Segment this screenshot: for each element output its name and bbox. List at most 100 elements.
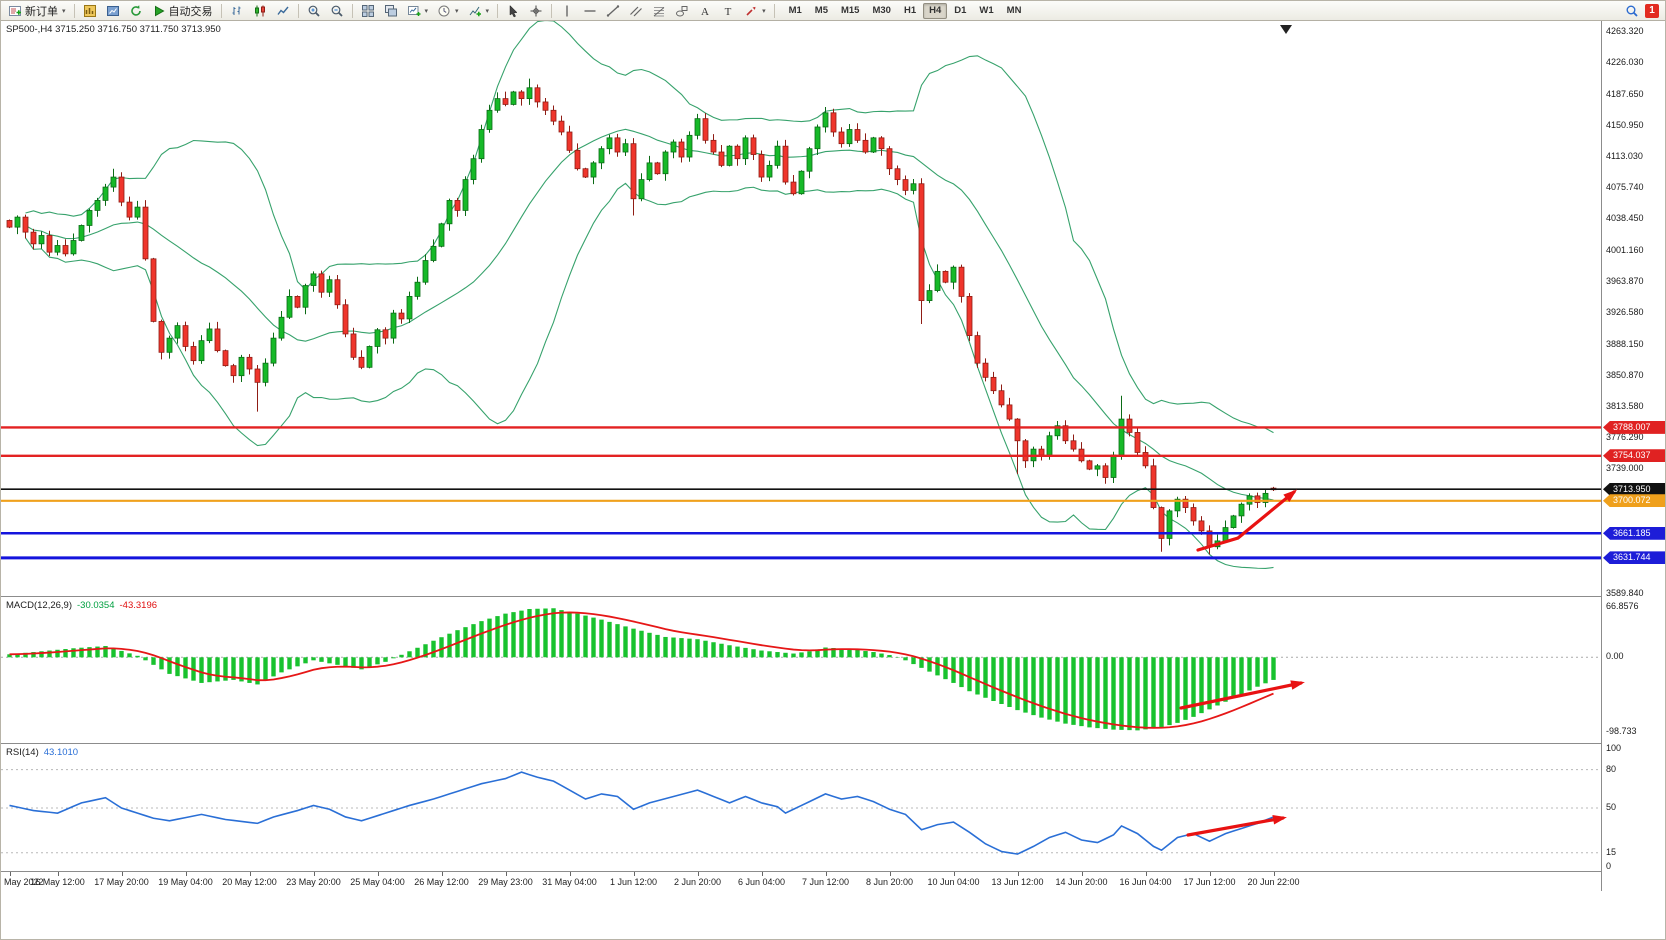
- rsi-name: RSI(14): [6, 747, 39, 758]
- macd-label: MACD(12,26,9) -30.0354 -43.3196: [6, 600, 157, 611]
- time-tick: [1017, 872, 1019, 876]
- zoom-in-icon: [307, 4, 321, 18]
- zoom-in-button[interactable]: [303, 2, 325, 20]
- rsi-value: 43.1010: [43, 747, 79, 758]
- candlestick-chart-button[interactable]: [249, 2, 271, 20]
- time-label: 16 Jun 04:00: [1119, 877, 1172, 887]
- vertical-line-button[interactable]: [556, 2, 578, 20]
- time-label: 1 Jun 12:00: [609, 877, 658, 887]
- trendline-button[interactable]: [602, 2, 624, 20]
- price-tick-3589.840: 3589.840: [1606, 587, 1644, 598]
- cascade-windows-button[interactable]: [380, 2, 402, 20]
- timeframe-m30-button[interactable]: M30: [872, 5, 891, 16]
- candlestick-chart-icon: [253, 4, 267, 18]
- bollinger-lower: [25, 182, 1274, 570]
- time-axis[interactable]: May 2022 16 May 12:00 17 May 20:00 19 May 0…: [1, 871, 1603, 891]
- macd-trend-arrow[interactable]: [1179, 681, 1303, 710]
- macd-value: -30.0354: [77, 600, 115, 611]
- main-chart-panel: SP500-,H4 3715.250 3716.750 3711.750 371…: [1, 21, 1603, 596]
- time-tick: [761, 872, 763, 876]
- shapes-button[interactable]: [671, 2, 693, 20]
- zoom-out-button[interactable]: [326, 2, 348, 20]
- text-label-button[interactable]: T: [717, 2, 739, 20]
- time-tick: [121, 872, 123, 876]
- tile-windows-button[interactable]: [357, 2, 379, 20]
- timeframe-w1-button[interactable]: W1: [979, 5, 994, 16]
- cursor-button[interactable]: [502, 2, 524, 20]
- time-label: 13 Jun 12:00: [991, 877, 1044, 887]
- timeframe-d1-button[interactable]: D1: [954, 5, 967, 16]
- price-tick-3739.000: 3739.000: [1606, 463, 1644, 474]
- zoom-out-icon: [330, 4, 344, 18]
- new-chart-button[interactable]: ▾: [403, 2, 433, 20]
- toolbar-separator: [297, 3, 299, 18]
- chevron-down-icon: ▾: [762, 7, 766, 15]
- rsi-trend-arrow[interactable]: [1186, 816, 1285, 837]
- timeframe-m1-button[interactable]: M1: [788, 5, 802, 16]
- time-label: 2 Jun 20:00: [673, 877, 722, 887]
- price-tick-3888.150: 3888.150: [1606, 338, 1644, 349]
- indicators-button[interactable]: ▾: [464, 2, 494, 20]
- price-tick-4001.160: 4001.160: [1606, 244, 1644, 255]
- price-tick-3850.870: 3850.870: [1606, 369, 1644, 380]
- bar-chart-button[interactable]: [226, 2, 248, 20]
- new-chart-icon: [407, 4, 421, 18]
- bollinger-middle: [25, 128, 1274, 501]
- time-label: May 2022: [4, 877, 44, 887]
- timeframe-mn-button[interactable]: MN: [1006, 5, 1022, 16]
- timeframe-m15-button[interactable]: M15: [840, 5, 860, 16]
- price-tag-3631.744: 3631.744: [1603, 551, 1665, 565]
- rsi-tick-100: 100: [1606, 743, 1622, 753]
- time-label: 19 May 04:00: [158, 877, 213, 887]
- refresh-button[interactable]: [125, 2, 147, 20]
- rsi-trend-arrow-head: [1272, 815, 1287, 825]
- time-tick: [1273, 872, 1275, 876]
- time-label: 20 May 12:00: [222, 877, 277, 887]
- profiles-button[interactable]: ▾: [433, 2, 463, 20]
- time-tick: [9, 872, 11, 876]
- search-icon: [1625, 4, 1639, 18]
- timeframe-group: M1 M5 M15 M30 H1 H4 D1 W1 MN: [783, 2, 1028, 19]
- scroll-end-marker[interactable]: [1280, 25, 1292, 34]
- vertical-line-icon: [560, 4, 574, 18]
- rsi-tick-15: 15: [1606, 846, 1617, 857]
- bar-chart-icon: [230, 4, 244, 18]
- time-label: 29 May 23:00: [478, 877, 533, 887]
- price-tick-4075.740: 4075.740: [1606, 182, 1644, 193]
- text-button[interactable]: A: [694, 2, 716, 20]
- fibonacci-button[interactable]: [648, 2, 670, 20]
- main-chart-plot[interactable]: [1, 21, 1603, 596]
- chevron-down-icon: ▾: [455, 7, 459, 15]
- price-axis[interactable]: 4263.320 4226.030 4187.650 4150.950 4113.030…: [1601, 21, 1665, 891]
- crosshair-button[interactable]: [525, 2, 547, 20]
- rsi-tick-80: 80: [1606, 763, 1617, 774]
- time-label: 26 May 12:00: [414, 877, 469, 887]
- notification-badge[interactable]: 1: [1645, 3, 1659, 18]
- horizontal-line-button[interactable]: [579, 2, 601, 20]
- time-tick: [825, 872, 827, 876]
- price-tick-4113.030: 4113.030: [1606, 151, 1643, 162]
- time-label: 16 May 12:00: [30, 877, 85, 887]
- price-tag-3661.185: 3661.185: [1603, 526, 1665, 540]
- trend-arrow[interactable]: [1196, 490, 1296, 552]
- time-label: 20 Jun 22:00: [1247, 877, 1300, 887]
- line-chart-button[interactable]: [272, 2, 294, 20]
- macd-name: MACD(12,26,9): [6, 600, 72, 611]
- market-watch-button[interactable]: [79, 2, 101, 20]
- refresh-icon: [129, 4, 143, 18]
- channel-button[interactable]: [625, 2, 647, 20]
- price-tick-4150.950: 4150.950: [1606, 119, 1644, 130]
- toolbar-separator: [220, 3, 222, 18]
- chart-window-button[interactable]: [102, 2, 124, 20]
- search-button[interactable]: [1621, 2, 1643, 20]
- timeframe-h4-button[interactable]: H4: [923, 2, 948, 19]
- rsi-plot[interactable]: [1, 744, 1603, 871]
- time-tick: [697, 872, 699, 876]
- new-order-button[interactable]: 新订单 ▾: [4, 2, 70, 20]
- timeframe-h1-button[interactable]: H1: [903, 5, 917, 16]
- macd-plot[interactable]: [1, 597, 1603, 743]
- autotrading-button[interactable]: 自动交易: [148, 2, 217, 20]
- arrows-tool-button[interactable]: ▾: [740, 2, 770, 20]
- macd-signal-value: -43.3196: [119, 600, 158, 611]
- timeframe-m5-button[interactable]: M5: [814, 5, 828, 16]
